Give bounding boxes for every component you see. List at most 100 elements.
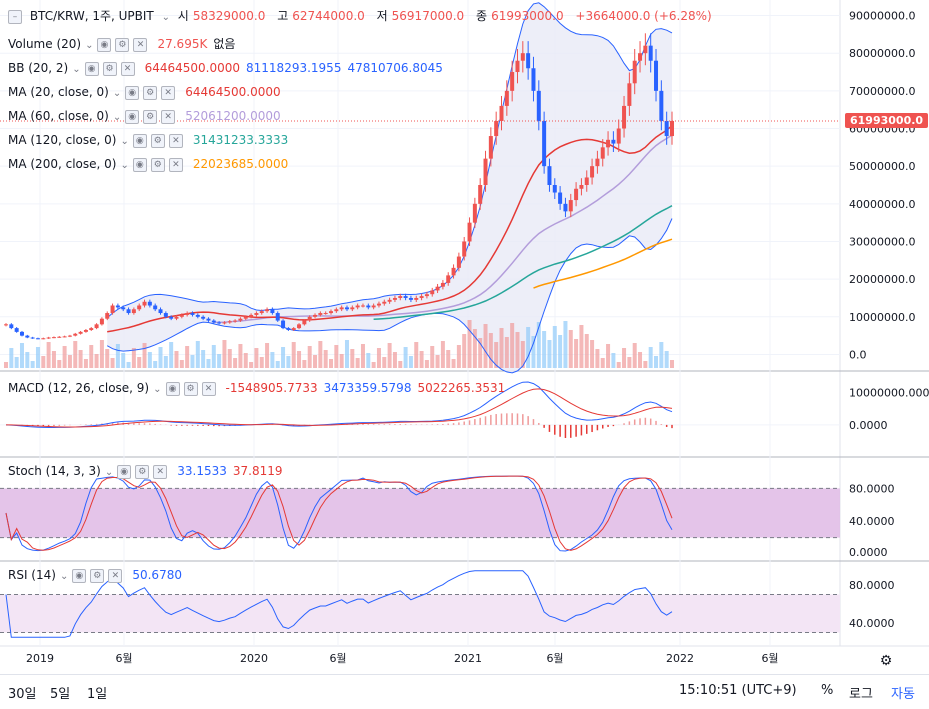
candle-body <box>542 120 547 167</box>
close-icon[interactable]: ✕ <box>153 464 168 479</box>
volume-bar <box>67 355 72 368</box>
volume-bar <box>174 351 179 368</box>
indicator-name[interactable]: MA (60, close, 0) <box>8 109 109 123</box>
eye-icon[interactable]: ◉ <box>117 464 132 479</box>
low-value: 56917000.0 <box>391 9 465 23</box>
eye-icon[interactable]: ◉ <box>165 381 180 396</box>
chevron-down-icon[interactable]: ⌄ <box>112 88 122 99</box>
indicator-legend-4[interactable]: MA (120, close, 0) ⌄ ◉ ⚙ ✕ 31431233.3333 <box>8 132 292 150</box>
candle-body <box>654 60 659 91</box>
indicator-name[interactable]: Stoch (14, 3, 3) <box>8 464 101 478</box>
volume-bar <box>387 343 392 368</box>
eye-icon[interactable]: ◉ <box>72 568 87 583</box>
clock-timezone[interactable]: 15:10:51 (UTC+9) <box>679 683 797 698</box>
indicator-name[interactable]: Volume (20) <box>8 37 82 51</box>
volume-bar <box>323 350 328 368</box>
candle-body <box>142 301 147 306</box>
stoch-legend[interactable]: Stoch (14, 3, 3) ⌄ ◉ ⚙ ✕ 33.1533 37.8119 <box>8 463 286 481</box>
range-30d-button[interactable]: 30일 <box>8 687 37 702</box>
gear-icon[interactable]: ⚙ <box>102 61 117 76</box>
chevron-down-icon[interactable]: ⌄ <box>120 160 129 171</box>
chevron-down-icon[interactable]: ⌄ <box>153 384 162 395</box>
range-1d-button[interactable]: 1일 <box>87 687 108 702</box>
indicator-legend-2[interactable]: MA (20, close, 0) ⌄ ◉ ⚙ ✕ 64464500.0000 <box>8 84 285 102</box>
indicator-name[interactable]: MACD (12, 26, close, 9) <box>8 381 150 395</box>
indicator-name[interactable]: MA (120, close, 0) <box>8 133 117 147</box>
indicator-name[interactable]: RSI (14) <box>8 568 56 582</box>
chevron-down-icon[interactable]: ⌄ <box>72 64 81 75</box>
macd-line <box>5 381 673 428</box>
range-5d-button[interactable]: 5일 <box>50 687 71 702</box>
volume-bar <box>552 326 557 368</box>
close-icon[interactable]: ✕ <box>168 133 183 148</box>
candle-body <box>35 338 40 340</box>
close-icon[interactable]: ✕ <box>201 381 216 396</box>
close-icon[interactable]: ✕ <box>161 85 176 100</box>
eye-icon[interactable]: ◉ <box>125 85 140 100</box>
gear-icon[interactable]: ⚙ <box>183 381 198 396</box>
candle-body <box>169 316 174 319</box>
gear-icon[interactable]: ⚙ <box>143 85 158 100</box>
volume-bar <box>478 338 483 368</box>
gear-icon[interactable]: ⚙ <box>143 109 158 124</box>
volume-bar <box>313 355 318 368</box>
symbol-title[interactable]: BTC/KRW, 1주, UPBIT <box>29 9 154 23</box>
close-icon[interactable]: ✕ <box>161 109 176 124</box>
volume-bar <box>291 342 296 368</box>
candle-body <box>163 313 168 317</box>
close-icon[interactable]: ✕ <box>168 157 183 172</box>
eye-icon[interactable]: ◉ <box>132 133 147 148</box>
chevron-down-icon[interactable]: ⌄ <box>120 136 129 147</box>
candle-body <box>195 314 200 317</box>
indicator-legend-0[interactable]: Volume (20) ⌄ ◉ ⚙ ✕ 27.695K 없음 <box>8 36 239 54</box>
chevron-down-icon[interactable]: ⌄ <box>161 12 170 23</box>
gear-icon[interactable]: ⚙ <box>115 37 130 52</box>
gear-icon[interactable]: ⚙ <box>150 133 165 148</box>
candle-body <box>313 314 318 317</box>
indicator-name[interactable]: MA (20, close, 0) <box>8 85 109 99</box>
rsi-legend[interactable]: RSI (14) ⌄ ◉ ⚙ ✕ 50.6780 <box>8 567 186 585</box>
volume-bar <box>281 347 286 368</box>
candle-body <box>243 316 248 319</box>
candle-body <box>563 203 568 212</box>
close-icon[interactable]: ✕ <box>120 61 135 76</box>
close-icon[interactable]: ✕ <box>108 568 123 583</box>
chevron-down-icon[interactable]: ⌄ <box>112 112 122 123</box>
indicator-name[interactable]: MA (200, close, 0) <box>8 157 117 171</box>
candle-body <box>206 318 211 321</box>
chevron-down-icon[interactable]: ⌄ <box>59 571 69 582</box>
close-icon[interactable]: ✕ <box>133 37 148 52</box>
eye-icon[interactable]: ◉ <box>132 157 147 172</box>
chevron-down-icon[interactable]: ⌄ <box>85 40 94 51</box>
volume-bar <box>456 345 461 368</box>
log-toggle[interactable]: 로그 <box>849 687 873 702</box>
candle-body <box>110 305 115 314</box>
gear-icon[interactable]: ⚙ <box>135 464 150 479</box>
gear-icon[interactable]: ⚙ <box>90 568 105 583</box>
candle-body <box>174 316 179 319</box>
ma200-line <box>533 238 673 289</box>
settings-gear-icon[interactable]: ⚙ <box>880 653 893 669</box>
macd-legend[interactable]: MACD (12, 26, close, 9) ⌄ ◉ ⚙ ✕ -1548905.7733… <box>8 380 509 398</box>
time-tick-label: 2021 <box>454 652 482 665</box>
gear-icon[interactable]: ⚙ <box>150 157 165 172</box>
indicator-legend-3[interactable]: MA (60, close, 0) ⌄ ◉ ⚙ ✕ 52061200.0000 <box>8 108 285 126</box>
eye-icon[interactable]: ◉ <box>84 61 99 76</box>
eye-icon[interactable]: ◉ <box>97 37 112 52</box>
volume-bar <box>190 355 195 368</box>
candle-body <box>270 309 275 314</box>
indicator-legend-5[interactable]: MA (200, close, 0) ⌄ ◉ ⚙ ✕ 22023685.0000 <box>8 156 292 174</box>
candle-body <box>249 314 254 317</box>
volume-bar <box>302 360 307 368</box>
high-label: 고 <box>277 9 289 23</box>
volume-bar <box>19 343 24 368</box>
indicator-legend-1[interactable]: BB (20, 2) ⌄ ◉ ⚙ ✕ 64464500.0000 81118293.1955… <box>8 60 447 78</box>
volume-bar <box>638 352 643 368</box>
auto-toggle[interactable]: 자동 <box>891 687 915 702</box>
percent-toggle[interactable]: % <box>821 683 834 698</box>
price-tick-label: 10000000.0 <box>849 311 915 324</box>
collapse-icon[interactable]: – <box>8 9 22 24</box>
indicator-name[interactable]: BB (20, 2) <box>8 61 69 75</box>
eye-icon[interactable]: ◉ <box>125 109 140 124</box>
chevron-down-icon[interactable]: ⌄ <box>104 467 114 478</box>
